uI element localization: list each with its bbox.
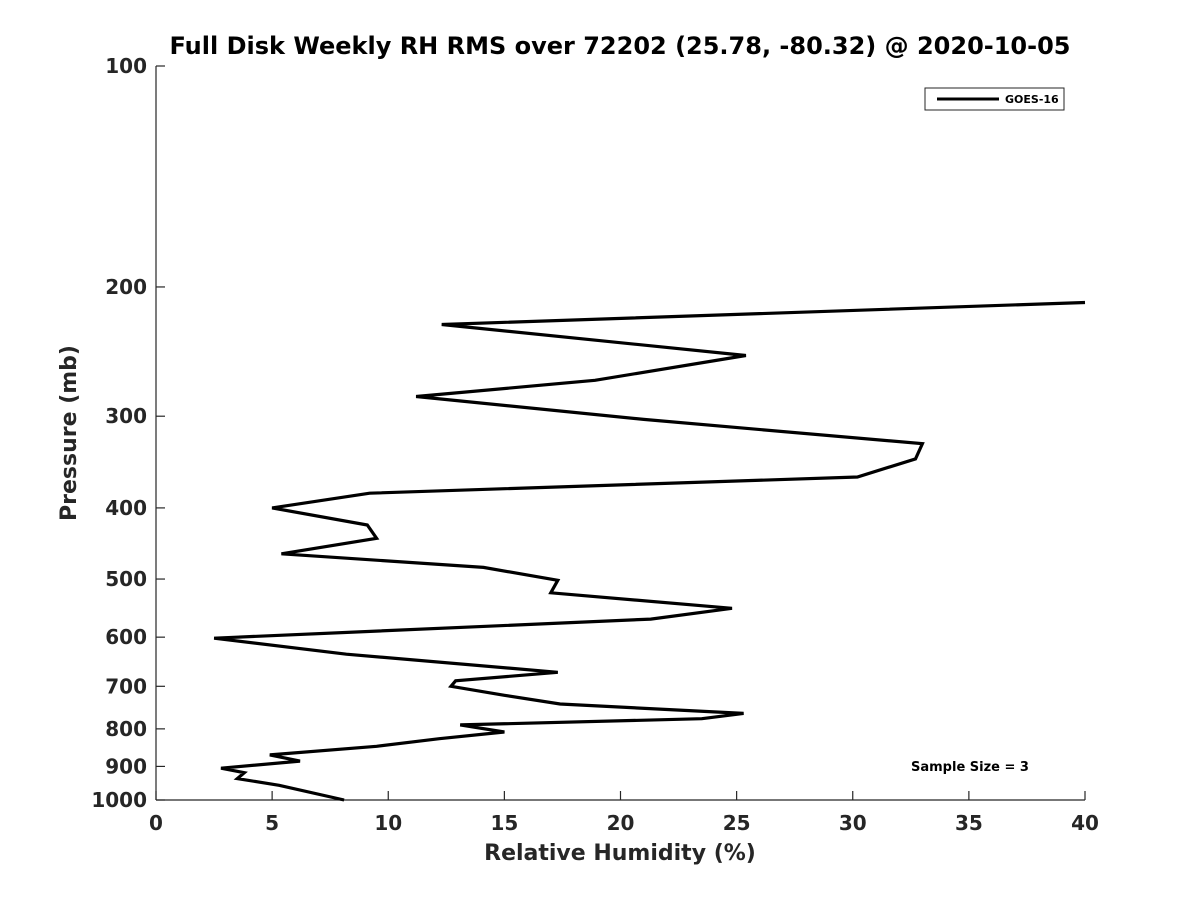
x-tick-label: 35 [955,811,983,835]
series-layer [213,300,1086,802]
x-tick-label: 15 [490,811,518,835]
y-tick-label: 600 [105,625,147,649]
y-tick-label: 500 [105,567,147,591]
x-tick-label: 0 [149,811,163,835]
x-tick-label: 10 [374,811,402,835]
y-tick-label: 200 [105,275,147,299]
y-axis-label: Pressure (mb) [57,345,82,521]
axes [155,66,1085,801]
y-axis-ticks: 100 200 300 400 500 600 700 800 900 1000 [91,54,165,812]
y-tick-label: 400 [105,496,147,520]
x-tick-label: 30 [839,811,867,835]
y-tick-label: 1000 [91,788,147,812]
series-line-goes-16 [213,300,1086,802]
x-tick-label: 5 [265,811,279,835]
x-tick-label: 20 [607,811,635,835]
x-axis-label: Relative Humidity (%) [484,841,756,866]
y-tick-label: 300 [105,404,147,428]
x-tick-label: 40 [1071,811,1099,835]
x-tick-label: 25 [723,811,751,835]
y-tick-label: 800 [105,717,147,741]
y-tick-label: 100 [105,54,147,78]
y-tick-label: 900 [105,754,147,778]
x-axis-ticks: 0 5 10 15 20 25 30 35 40 [149,791,1099,835]
sample-size-annotation: Sample Size = 3 [911,760,1029,775]
chart-title: Full Disk Weekly RH RMS over 72202 (25.7… [169,32,1070,60]
y-tick-label: 700 [105,674,147,698]
legend: GOES-16 [924,87,1065,111]
legend-label-goes-16: GOES-16 [1005,93,1059,106]
